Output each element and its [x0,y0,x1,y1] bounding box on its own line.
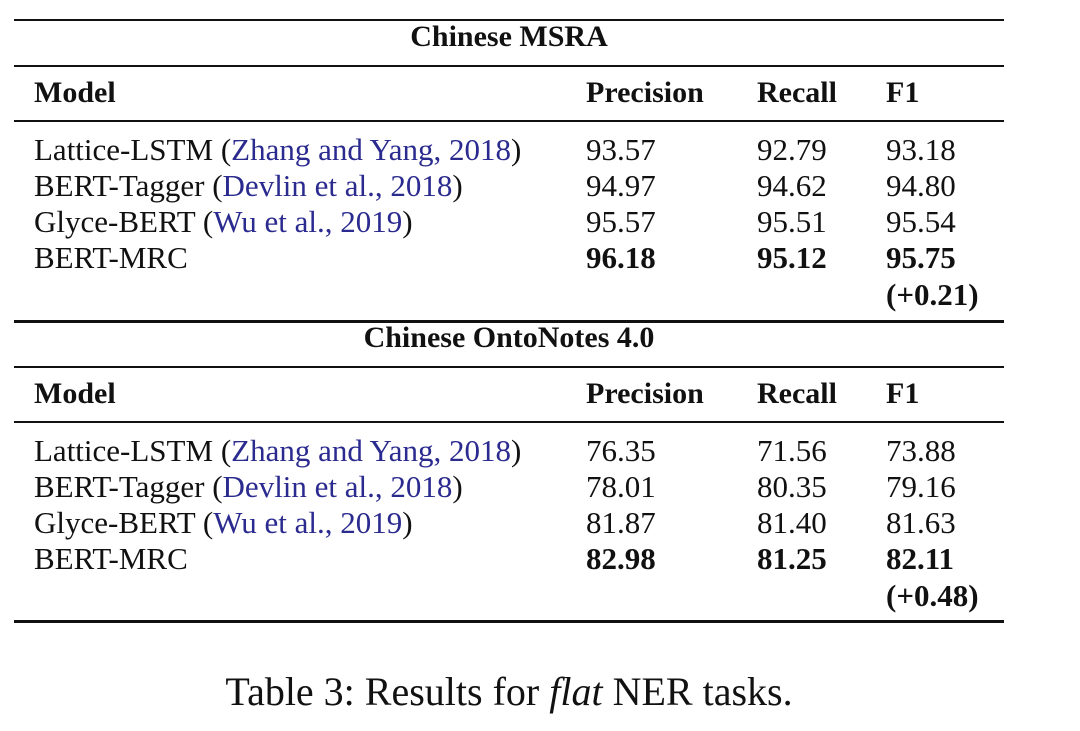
precision-value: 82.98 [586,541,656,576]
model-name: Glyce-BERT [34,505,196,540]
f1-gain: (+0.48) [886,578,979,613]
recall-value: 92.79 [757,132,827,167]
citation-link[interactable]: Zhang and Yang, 2018 [231,433,511,468]
recall-value: 71.56 [757,433,827,468]
msra-header-f1: F1 [886,76,920,109]
msra-header-model: Model [34,76,116,109]
table-top-rule [14,19,1004,21]
model-name: BERT-MRC [34,541,188,576]
recall-value: 94.62 [757,168,827,203]
precision-value: 96.18 [586,240,656,275]
recall-value: 95.12 [757,240,827,275]
citation-link[interactable]: Zhang and Yang, 2018 [231,132,511,167]
table-row: Glyce-BERT (Wu et al., 2019) [34,204,413,239]
f1-value: 81.63 [886,505,956,540]
table-row: BERT-Tagger (Devlin et al., 2018) [34,469,463,504]
recall-value: 81.40 [757,505,827,540]
f1-gain: (+0.21) [886,277,979,312]
table-row: Lattice-LSTM (Zhang and Yang, 2018) [34,132,522,167]
section-divider-rule [14,320,1004,323]
table-caption: Table 3: Results for flat NER tasks. [0,672,1018,712]
f1-value: 95.75 [886,240,956,275]
f1-value: 73.88 [886,433,956,468]
model-name: Lattice-LSTM [34,132,214,167]
model-name: Lattice-LSTM [34,433,214,468]
citation-link[interactable]: Devlin et al., 2018 [222,469,453,504]
ontonotes-section-title: Chinese OntoNotes 4.0 [363,321,655,354]
citation-link[interactable]: Wu et al., 2019 [213,505,403,540]
table-row: Lattice-LSTM (Zhang and Yang, 2018) [34,433,522,468]
onto-header-bottom-rule [14,421,1004,423]
model-name: Glyce-BERT [34,204,196,239]
table-row: BERT-Tagger (Devlin et al., 2018) [34,168,463,203]
f1-value: 94.80 [886,168,956,203]
onto-header-precision: Precision [586,377,704,410]
model-name: BERT-Tagger [34,168,205,203]
onto-header-model: Model [34,377,116,410]
msra-header-recall: Recall [757,76,837,109]
caption-prefix: Table 3: Results for [225,669,550,714]
f1-value: 95.54 [886,204,956,239]
msra-section-title: Chinese MSRA [410,20,608,53]
model-name: BERT-MRC [34,240,188,275]
onto-header-top-rule [14,366,1004,368]
caption-suffix: NER tasks. [602,669,793,714]
caption-emphasis: flat [549,669,603,714]
precision-value: 81.87 [586,505,656,540]
msra-header-bottom-rule [14,120,1004,122]
onto-header-f1: F1 [886,377,920,410]
citation-link[interactable]: Wu et al., 2019 [213,204,403,239]
recall-value: 80.35 [757,469,827,504]
precision-value: 78.01 [586,469,656,504]
precision-value: 95.57 [586,204,656,239]
table-row: Glyce-BERT (Wu et al., 2019) [34,505,413,540]
msra-header-top-rule [14,65,1004,67]
recall-value: 81.25 [757,541,827,576]
f1-value: 79.16 [886,469,956,504]
table-bottom-rule [14,620,1004,623]
model-name: BERT-Tagger [34,469,205,504]
onto-header-recall: Recall [757,377,837,410]
msra-header-precision: Precision [586,76,704,109]
f1-value: 82.11 [886,541,955,576]
precision-value: 93.57 [586,132,656,167]
recall-value: 95.51 [757,204,827,239]
citation-link[interactable]: Devlin et al., 2018 [222,168,453,203]
f1-value: 93.18 [886,132,956,167]
precision-value: 76.35 [586,433,656,468]
precision-value: 94.97 [586,168,656,203]
